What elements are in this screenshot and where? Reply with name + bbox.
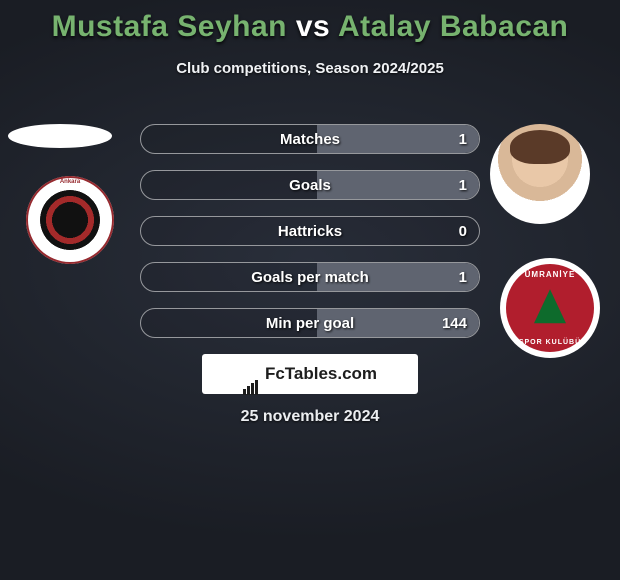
player1-club-label: Ankara [26,179,114,185]
brand-badge: FcTables.com [202,354,418,394]
stat-row: Min per goal144 [140,308,480,338]
page-title: Mustafa Seyhan vs Atalay Babacan [0,0,620,44]
stat-row: Goals per match1 [140,262,480,292]
stat-value-right: 1 [459,171,467,199]
stat-value-right: 1 [459,263,467,291]
player2-club-badge: ÜMRANİYE SPOR KULÜBÜ [500,258,600,358]
stat-label: Goals [141,171,479,199]
player2-club-bottom-text: SPOR KULÜBÜ [500,339,600,346]
stat-row: Hattricks0 [140,216,480,246]
stat-label: Goals per match [141,263,479,291]
stat-label: Min per goal [141,309,479,337]
player1-avatar [8,124,112,148]
stat-value-right: 144 [442,309,467,337]
tree-icon [534,289,566,323]
stat-row: Goals1 [140,170,480,200]
subtitle: Club competitions, Season 2024/2025 [0,60,620,77]
player1-club-badge: Ankara [26,176,114,264]
stats-panel: Matches1Goals1Hattricks0Goals per match1… [140,124,480,354]
stat-value-right: 0 [459,217,467,245]
vs-separator: vs [296,10,330,43]
stat-label: Matches [141,125,479,153]
stat-row: Matches1 [140,124,480,154]
footer-date: 25 november 2024 [0,408,620,426]
player2-avatar [490,124,590,224]
player2-name: Atalay Babacan [338,10,568,43]
player1-name: Mustafa Seyhan [52,10,287,43]
player2-club-top-text: ÜMRANİYE [500,270,600,279]
brand-text: FcTables.com [265,364,377,383]
stat-value-right: 1 [459,125,467,153]
bar-chart-icon [243,355,259,395]
stat-label: Hattricks [141,217,479,245]
